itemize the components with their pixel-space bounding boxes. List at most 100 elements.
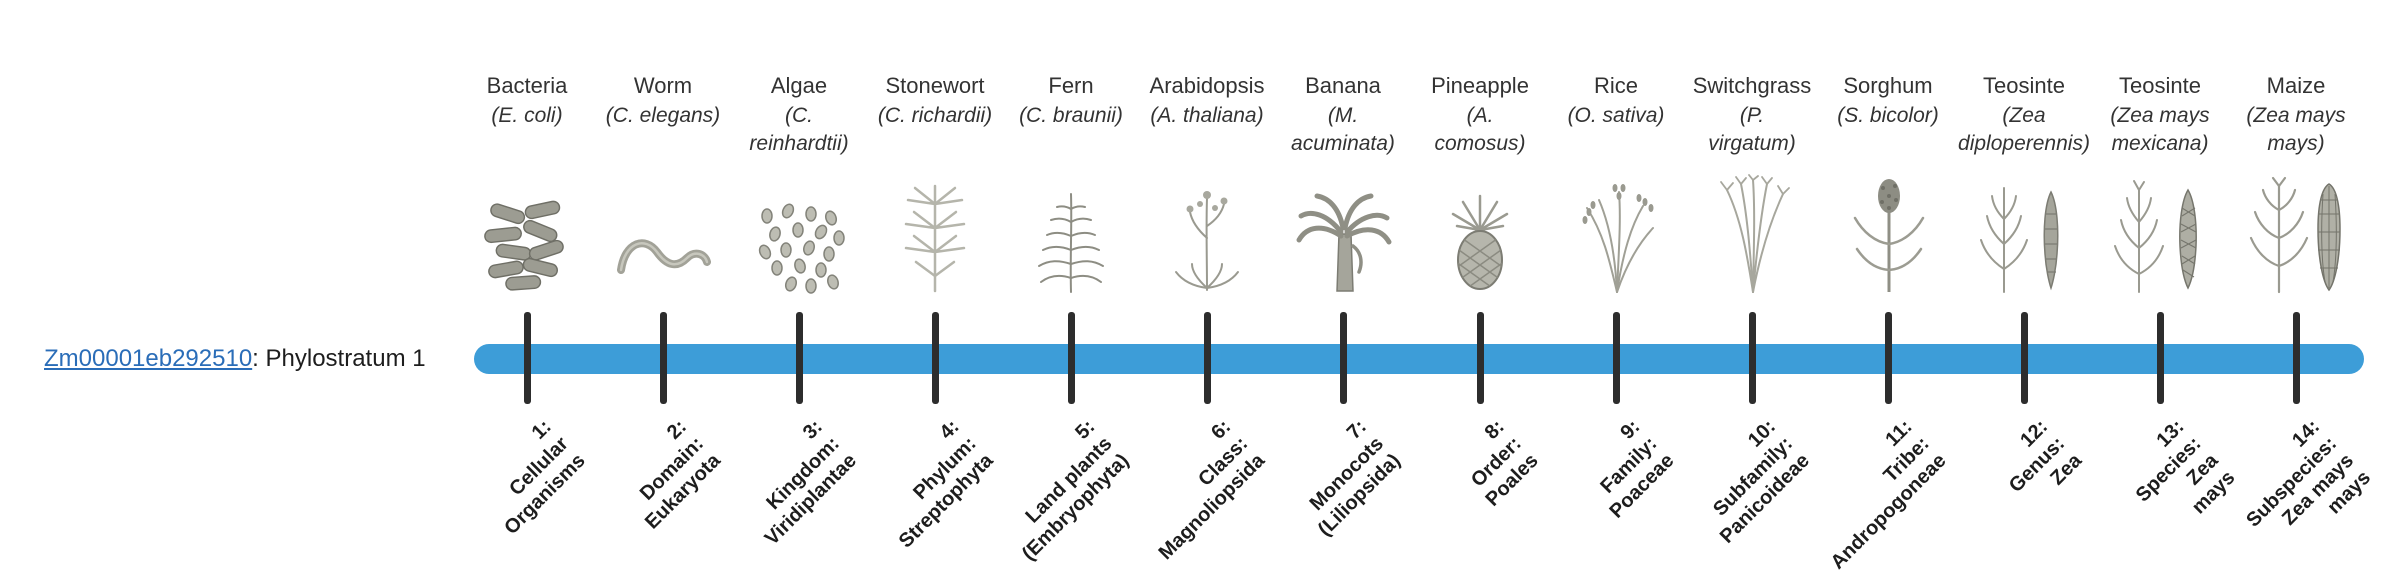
organism-column-arabidopsis: Arabidopsis (A. thaliana): [1132, 70, 1282, 294]
timeline-tick: [1068, 312, 1075, 404]
organism-common-name: Maize: [2266, 73, 2326, 98]
organism-illustration: [452, 164, 602, 294]
stage-label-2: 2: Domain: Eukaryota: [636, 415, 726, 534]
organism-illustration: [860, 164, 1010, 294]
stage-label-14: 14: Subspecies: Zea mays mays: [2242, 415, 2376, 532]
organism-common-name: Stonewort: [885, 73, 985, 98]
organism-scientific-name: (O. sativa): [1567, 104, 1665, 127]
stage-label-5: 5: Land plants (Embryophyta): [1017, 415, 1134, 565]
organism-common-name: Teosinte: [1983, 73, 2065, 98]
organism-illustration: [1541, 164, 1691, 294]
timeline-tick: [2021, 312, 2028, 404]
organism-common-name: Bacteria: [486, 73, 568, 98]
switchgrass-icon: [1719, 174, 1790, 293]
stage-label-8: 8: Order: Poales: [1466, 415, 1543, 511]
stage-label-7: 7: Monocots (Liliopsida): [1305, 415, 1406, 541]
timeline-tick: [1204, 312, 1211, 404]
rice-icon: [1582, 184, 1654, 293]
organism-common-name: Worm: [633, 73, 693, 98]
stage-label-3: 3: Kingdom: Viridiplantae: [761, 415, 862, 550]
organism-scientific-name: (M. acuminata): [1291, 104, 1395, 155]
organism-scientific-name: (A. comosus): [1434, 104, 1526, 155]
organism-scientific-name: (C. braunii): [1019, 104, 1123, 127]
timeline-tick: [1749, 312, 1756, 404]
timeline-tick: [2293, 312, 2300, 404]
organism-common-name: Switchgrass: [1692, 73, 1812, 98]
gene-phylostratum-label: Zm00001eb292510: Phylostratum 1: [44, 345, 426, 373]
organism-common-name: Pineapple: [1431, 73, 1529, 98]
organism-illustration: [996, 164, 1146, 294]
organism-common-name: Banana: [1305, 73, 1381, 98]
arabidopsis-icon: [1175, 191, 1239, 291]
pineapple-icon: [1451, 194, 1509, 290]
organism-common-name: Algae: [770, 73, 828, 98]
gene-id-link[interactable]: Zm00001eb292510: [44, 345, 253, 372]
timeline-bar: [474, 344, 2364, 374]
bacteria-icon: [484, 200, 564, 291]
teosinte-diploperennis-icon: [1980, 187, 2059, 293]
organism-common-name: Rice: [1593, 73, 1638, 98]
organism-common-name: Arabidopsis: [1149, 73, 1265, 98]
stage-label-12: 12: Genus: Zea: [2004, 415, 2087, 497]
algae-icon: [758, 203, 845, 294]
organism-scientific-name: (C. elegans): [605, 104, 721, 127]
timeline-tick: [932, 312, 939, 404]
timeline-tick: [1340, 312, 1347, 404]
timeline-tick: [796, 312, 803, 404]
organism-column-worm: Worm (C. elegans): [588, 70, 738, 294]
organism-column-sorghum: Sorghum (S. bicolor): [1813, 70, 1963, 294]
organism-illustration: [588, 164, 738, 294]
stage-label-1: 1: Cellular Organisms: [499, 415, 590, 540]
organism-illustration: [1949, 164, 2099, 294]
timeline-tick: [660, 312, 667, 404]
organism-common-name: Sorghum: [1843, 73, 1933, 98]
organism-common-name: Teosinte: [2119, 73, 2201, 98]
organism-scientific-name: (Zea diploperennis): [1958, 104, 2090, 155]
worm-icon: [617, 239, 711, 274]
organism-scientific-name: (Zea mays mays): [2246, 104, 2346, 155]
organism-scientific-name: (C. reinhardtii): [749, 104, 849, 155]
timeline-tick: [524, 312, 531, 404]
organism-illustration: [724, 164, 874, 294]
organism-scientific-name: (Zea mays mexicana): [2110, 104, 2210, 155]
timeline-tick: [1613, 312, 1620, 404]
stage-label-9: 9: Family: Poaceae: [1596, 415, 1679, 523]
stonewort-icon: [904, 184, 966, 293]
organism-illustration: [1813, 164, 1963, 294]
stage-label-6: 6: Class: Magnoliopsida: [1154, 415, 1270, 565]
organism-common-name: Fern: [1048, 73, 1094, 98]
organism-column-switchgrass: Switchgrass (P. virgatum): [1677, 70, 1827, 294]
timeline-tick: [1477, 312, 1484, 404]
organism-scientific-name: (S. bicolor): [1837, 104, 1939, 127]
timeline-tick: [1885, 312, 1892, 404]
fern-icon: [1038, 193, 1104, 293]
organism-scientific-name: (E. coli): [491, 104, 563, 127]
stage-label-13: 13: Species: Zea mays: [2131, 415, 2240, 519]
organism-illustration: [1132, 164, 1282, 294]
timeline-tick: [2157, 312, 2164, 404]
stage-label-4: 4: Phylum: Streptophyta: [894, 415, 998, 553]
organism-column-maize: Maize (Zea mays mays): [2221, 70, 2371, 294]
organism-column-pineapple: Pineapple (A. comosus): [1405, 70, 1555, 294]
banana-icon: [1296, 193, 1392, 292]
organism-illustration: [2085, 164, 2235, 294]
organism-illustration: [1268, 164, 1418, 294]
organism-scientific-name: (C. richardii): [877, 104, 993, 127]
stage-label-10: 10: Subfamily: Panicoideae: [1709, 415, 1815, 548]
organism-scientific-name: (A. thaliana): [1150, 104, 1264, 127]
organism-column-rice: Rice (O. sativa): [1541, 70, 1691, 294]
stage-label-11: 11: Tribe: Andropogoneae: [1826, 415, 1951, 574]
organism-column-banana: Banana (M. acuminata): [1268, 70, 1418, 294]
phylostratum-text: : Phylostratum 1: [252, 345, 426, 372]
organism-illustration: [1405, 164, 1555, 294]
organism-illustration: [2221, 164, 2371, 294]
organism-column-fern: Fern (C. braunii): [996, 70, 1146, 294]
organism-column-bacteria: Bacteria (E. coli): [452, 70, 602, 294]
sorghum-icon: [1853, 179, 1924, 292]
maize-icon: [2249, 176, 2341, 294]
teosinte-mexicana-icon: [2114, 180, 2197, 293]
organism-scientific-name: (P. virgatum): [1708, 104, 1796, 155]
organism-column-teosinte-mexicana: Teosinte (Zea mays mexicana): [2085, 70, 2235, 294]
organism-column-stonewort: Stonewort (C. richardii): [860, 70, 1010, 294]
